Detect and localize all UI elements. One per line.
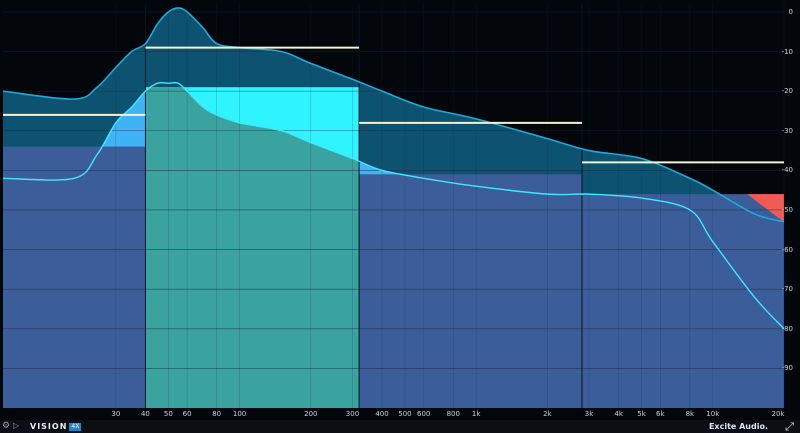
product-name: VISION (30, 422, 68, 431)
x-axis-tick-label: 2k (543, 410, 552, 418)
y-axis-tick-label: 0 (788, 7, 793, 16)
x-axis-tick-label: 800 (446, 410, 460, 418)
x-axis-tick-label: 40 (140, 410, 150, 418)
x-axis-tick-label: 10k (706, 410, 720, 418)
x-axis-tick-label: 80 (212, 410, 222, 418)
brand-name: Excite Audio. (708, 422, 768, 431)
x-axis-tick-label: 1k (471, 410, 481, 418)
footer-bar: ⚙ ▷ VISION 4X Excite Audio. ⤢ (0, 420, 800, 433)
y-axis-tick-label: -60 (781, 245, 793, 254)
y-axis-tick-label: -10 (781, 47, 793, 56)
x-axis-tick-label: 8k (685, 410, 695, 418)
x-axis-tick-label: 30 (111, 410, 121, 418)
y-axis-tick-label: -90 (781, 364, 793, 373)
over-warning-marker (747, 194, 784, 222)
x-axis-tick-label: 300 (345, 410, 360, 418)
x-axis-tick-label: 5k (637, 410, 646, 418)
gear-icon[interactable]: ⚙ (2, 421, 11, 431)
x-axis-tick-label: 500 (398, 410, 412, 418)
band-3-bar (359, 174, 582, 408)
x-axis-tick-label: 4k (614, 410, 623, 418)
y-axis-tick-label: -50 (781, 205, 793, 214)
y-axis-tick-label: -30 (781, 126, 793, 135)
y-axis-tick-label: -70 (781, 285, 793, 294)
play-icon[interactable]: ▷ (13, 421, 20, 430)
y-axis-tick-label: -40 (781, 166, 793, 175)
product-logo: VISION 4X (30, 422, 82, 431)
version-badge: 4X (69, 422, 82, 431)
x-axis-tick-label: 50 (163, 410, 173, 418)
x-axis-tick-label: 60 (182, 410, 192, 418)
band-1-bar (3, 146, 146, 408)
y-axis-tick-label: -80 (781, 324, 793, 333)
x-axis-tick-label: 6k (656, 410, 665, 418)
average-curve (2, 81, 785, 330)
x-axis-tick-label: 600 (417, 410, 431, 418)
expand-icon[interactable]: ⤢ (785, 420, 794, 433)
x-axis-tick-label: 100 (232, 410, 247, 418)
x-axis-tick-label: 20k (771, 410, 785, 418)
x-axis-tick-label: 3k (584, 410, 594, 418)
y-axis-tick-label: -20 (781, 87, 793, 96)
x-axis-tick-label: 400 (375, 410, 389, 418)
band-4-bar (581, 194, 784, 408)
x-axis-tick-label: 200 (304, 410, 318, 418)
peak-curve (2, 7, 785, 223)
